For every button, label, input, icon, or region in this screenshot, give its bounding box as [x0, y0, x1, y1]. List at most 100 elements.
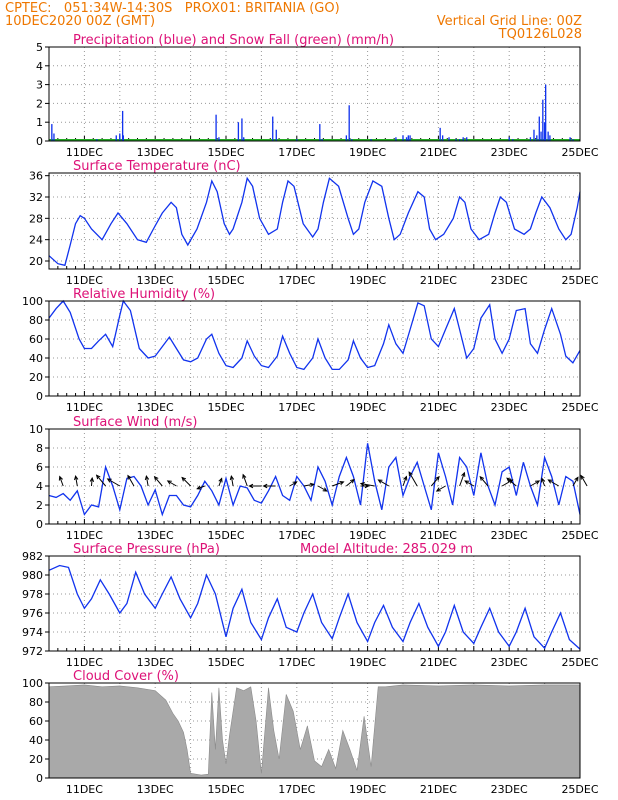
wind-xtick-label: 13DEC [137, 529, 174, 542]
pres-annotation: Model Altitude: 285.029 m [300, 542, 473, 557]
precip-bar [115, 135, 117, 141]
wind-arrow-head [547, 479, 553, 484]
precip-bar [241, 118, 243, 141]
wind-arrow-head [322, 487, 328, 492]
wind-arrow [242, 474, 248, 487]
cloud-xtick-label: 13DEC [137, 783, 174, 796]
temp-xtick-label: 25DEC [561, 274, 598, 287]
precip-bar [407, 135, 409, 141]
wind-ytick-label: 8 [36, 442, 43, 455]
cloud-xtick-label: 17DEC [278, 783, 315, 796]
wind-ytick-label: 6 [36, 461, 43, 474]
wind-arrow-head [535, 480, 541, 485]
pres-xtick-label: 23DEC [491, 656, 528, 669]
pres-xtick-label: 17DEC [278, 656, 315, 669]
precip-bar [122, 135, 125, 141]
header-line2: 10DEC2020 00Z (GMT) [5, 14, 156, 29]
temp-xtick-label: 23DEC [491, 274, 528, 287]
cloud-ytick-label: 0 [36, 772, 43, 785]
wind-arrow-head [479, 475, 485, 481]
wind-arrow [218, 478, 223, 487]
cloud-ytick-label: 60 [29, 715, 43, 728]
wind-arrow-head [89, 476, 95, 482]
wind-arrow [181, 477, 191, 487]
precip-xtick-label: 19DEC [349, 146, 386, 159]
wind-arrow-head [506, 477, 512, 483]
cloud-frame [48, 682, 581, 779]
precip-bar [275, 129, 277, 141]
wind-arrow [360, 483, 375, 487]
precip-bar [441, 135, 444, 141]
rh-ytick-label: 60 [29, 333, 43, 346]
precip-ytick-label: 5 [36, 41, 43, 54]
rh-xtick-label: 15DEC [207, 401, 244, 414]
rh-xtick-label: 21DEC [420, 401, 457, 414]
wind-xtick-label: 19DEC [349, 529, 386, 542]
wind-panel: Surface Wind (m/s) 0 2 4 6 8 10 11DEC 13DEC 15DEC… [29, 415, 599, 542]
precip-bar [351, 139, 353, 141]
wind-xtick-label: 23DEC [491, 529, 528, 542]
pres-panel: Surface Pressure (hPa) Model Altitude: 28… [22, 542, 599, 669]
wind-arrow-head [196, 485, 202, 490]
temp-ytick-label: 20 [29, 255, 43, 268]
precip-xtick-label: 13DEC [137, 146, 174, 159]
rh-ytick-label: 80 [29, 314, 43, 327]
cloud-xtick-label: 21DEC [420, 783, 457, 796]
cloud-ytick-label: 100 [22, 677, 43, 690]
temp-frame [48, 172, 581, 270]
wind-arrow-head [377, 479, 383, 484]
wind-xtick-label: 17DEC [278, 529, 315, 542]
cloud-ytick-label: 80 [29, 696, 43, 709]
wind-arrow [230, 476, 234, 487]
wind-arrow-head [574, 476, 579, 482]
pres-series-line [48, 564, 581, 650]
pres-xtick-label: 19DEC [349, 656, 386, 669]
wind-ytick-label: 4 [36, 480, 43, 493]
wind-arrow [332, 481, 344, 487]
cloud-xtick-label: 25DEC [561, 783, 598, 796]
precip-bar [319, 124, 321, 141]
rh-panel: Relative Humidity (%) 0 20 40 60 80 100 11DEC 13… [22, 287, 599, 414]
precip-ytick-label: 3 [36, 79, 43, 92]
rh-series-line [48, 299, 581, 371]
wind-arrow-head [464, 480, 470, 485]
pres-ytick-label: 976 [22, 607, 43, 620]
wind-arrow [59, 476, 64, 487]
wind-arrow-head [540, 477, 546, 483]
precip-bar [538, 116, 540, 141]
wind-arrow [317, 485, 327, 492]
temp-ytick-label: 36 [29, 170, 43, 183]
wind-arrow [479, 476, 489, 487]
wind-arrow-head [435, 487, 441, 492]
precip-ytick-label: 0 [36, 135, 43, 148]
cloud-xtick-label: 23DEC [491, 783, 528, 796]
rh-xtick-label: 11DEC [66, 401, 103, 414]
pres-xtick-label: 21DEC [420, 656, 457, 669]
wind-xtick-label: 25DEC [561, 529, 598, 542]
precip-frame [48, 46, 581, 142]
temp-xtick-label: 21DEC [420, 274, 457, 287]
wind-ytick-label: 2 [36, 499, 43, 512]
wind-arrow [580, 475, 588, 487]
rh-xtick-label: 13DEC [137, 401, 174, 414]
pres-ytick-label: 972 [22, 645, 43, 658]
rh-ytick-label: 100 [22, 295, 43, 308]
precip-bar [409, 135, 411, 141]
precip-bar [529, 137, 532, 141]
precip-bar [536, 135, 538, 141]
precip-bar [402, 135, 404, 141]
wind-arrow [197, 485, 205, 490]
wind-arrow [90, 477, 93, 487]
temp-ytick-label: 24 [29, 234, 43, 247]
wind-arrow-head [580, 474, 585, 480]
precip-bar [272, 116, 274, 141]
precip-bar [96, 139, 98, 141]
temp-ytick-label: 32 [29, 191, 43, 204]
precip-bar [466, 137, 468, 141]
pres-ytick-label: 978 [22, 588, 43, 601]
rh-xtick-label: 25DEC [561, 401, 598, 414]
wind-arrow-head [106, 478, 112, 483]
header-right2: TQ0126L028 [498, 27, 582, 42]
pres-ytick-label: 982 [22, 550, 43, 563]
precip-bar [455, 139, 457, 141]
